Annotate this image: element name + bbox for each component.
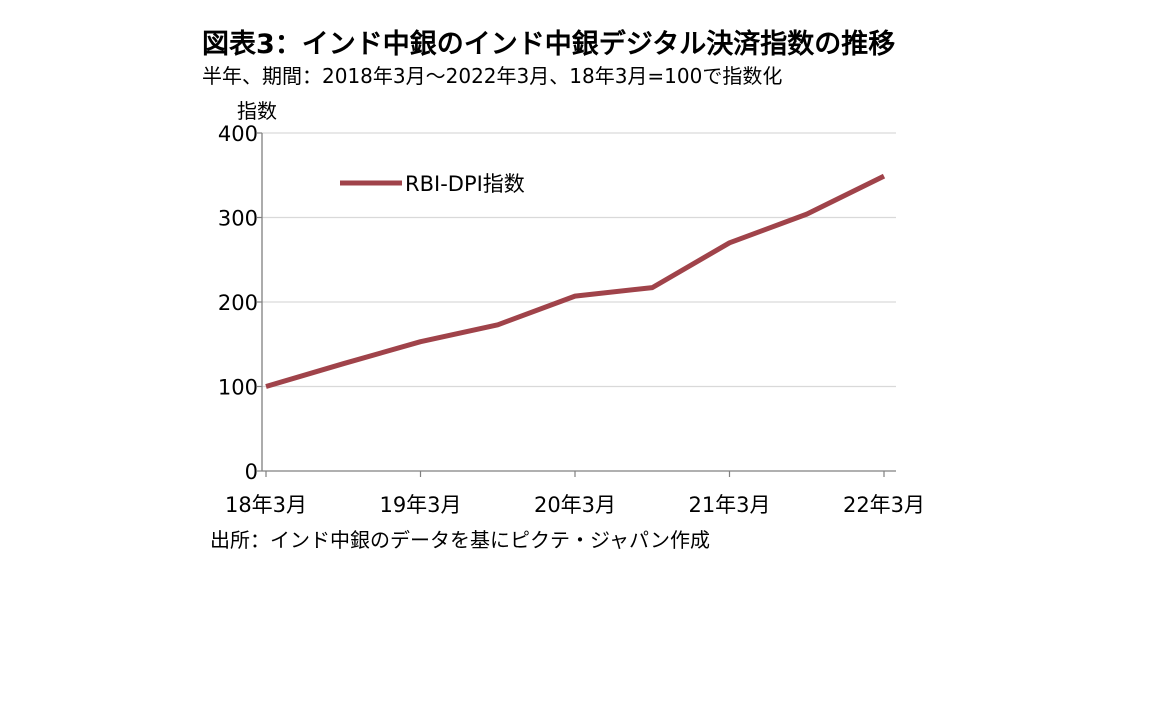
tick-labels: 0 100 200 300 400 18年3月 19年3月 20年3月 21年3月 22年3月 — [218, 122, 925, 517]
gridlines — [262, 132, 896, 388]
x-tick-label: 20年3月 — [534, 493, 616, 517]
chart-title: 図表3：インド中銀のインド中銀デジタル決済指数の推移 — [202, 29, 896, 60]
x-tick-label: 18年3月 — [225, 493, 307, 517]
y-tick-label: 100 — [218, 376, 258, 400]
x-tick-label: 22年3月 — [843, 493, 925, 517]
y-tick-label: 200 — [218, 291, 258, 315]
chart-source-note: 出所：インド中銀のデータを基にピクテ・ジャパン作成 — [210, 528, 710, 552]
series-lines — [265, 173, 886, 389]
y-tick-label: 0 — [245, 460, 258, 484]
chart-subtitle: 半年、期間：2018年3月～2022年3月、18年3月=100で指数化 — [202, 64, 783, 88]
axes — [257, 132, 896, 477]
series-line-0 — [265, 173, 886, 389]
y-tick-label: 300 — [218, 207, 258, 231]
y-axis-label: 指数 — [237, 99, 277, 123]
y-tick-label: 400 — [218, 122, 258, 146]
legend: RBI-DPI指数 — [340, 172, 525, 196]
legend-label: RBI-DPI指数 — [405, 172, 525, 196]
x-tick-label: 19年3月 — [379, 493, 461, 517]
x-tick-label: 21年3月 — [688, 493, 770, 517]
